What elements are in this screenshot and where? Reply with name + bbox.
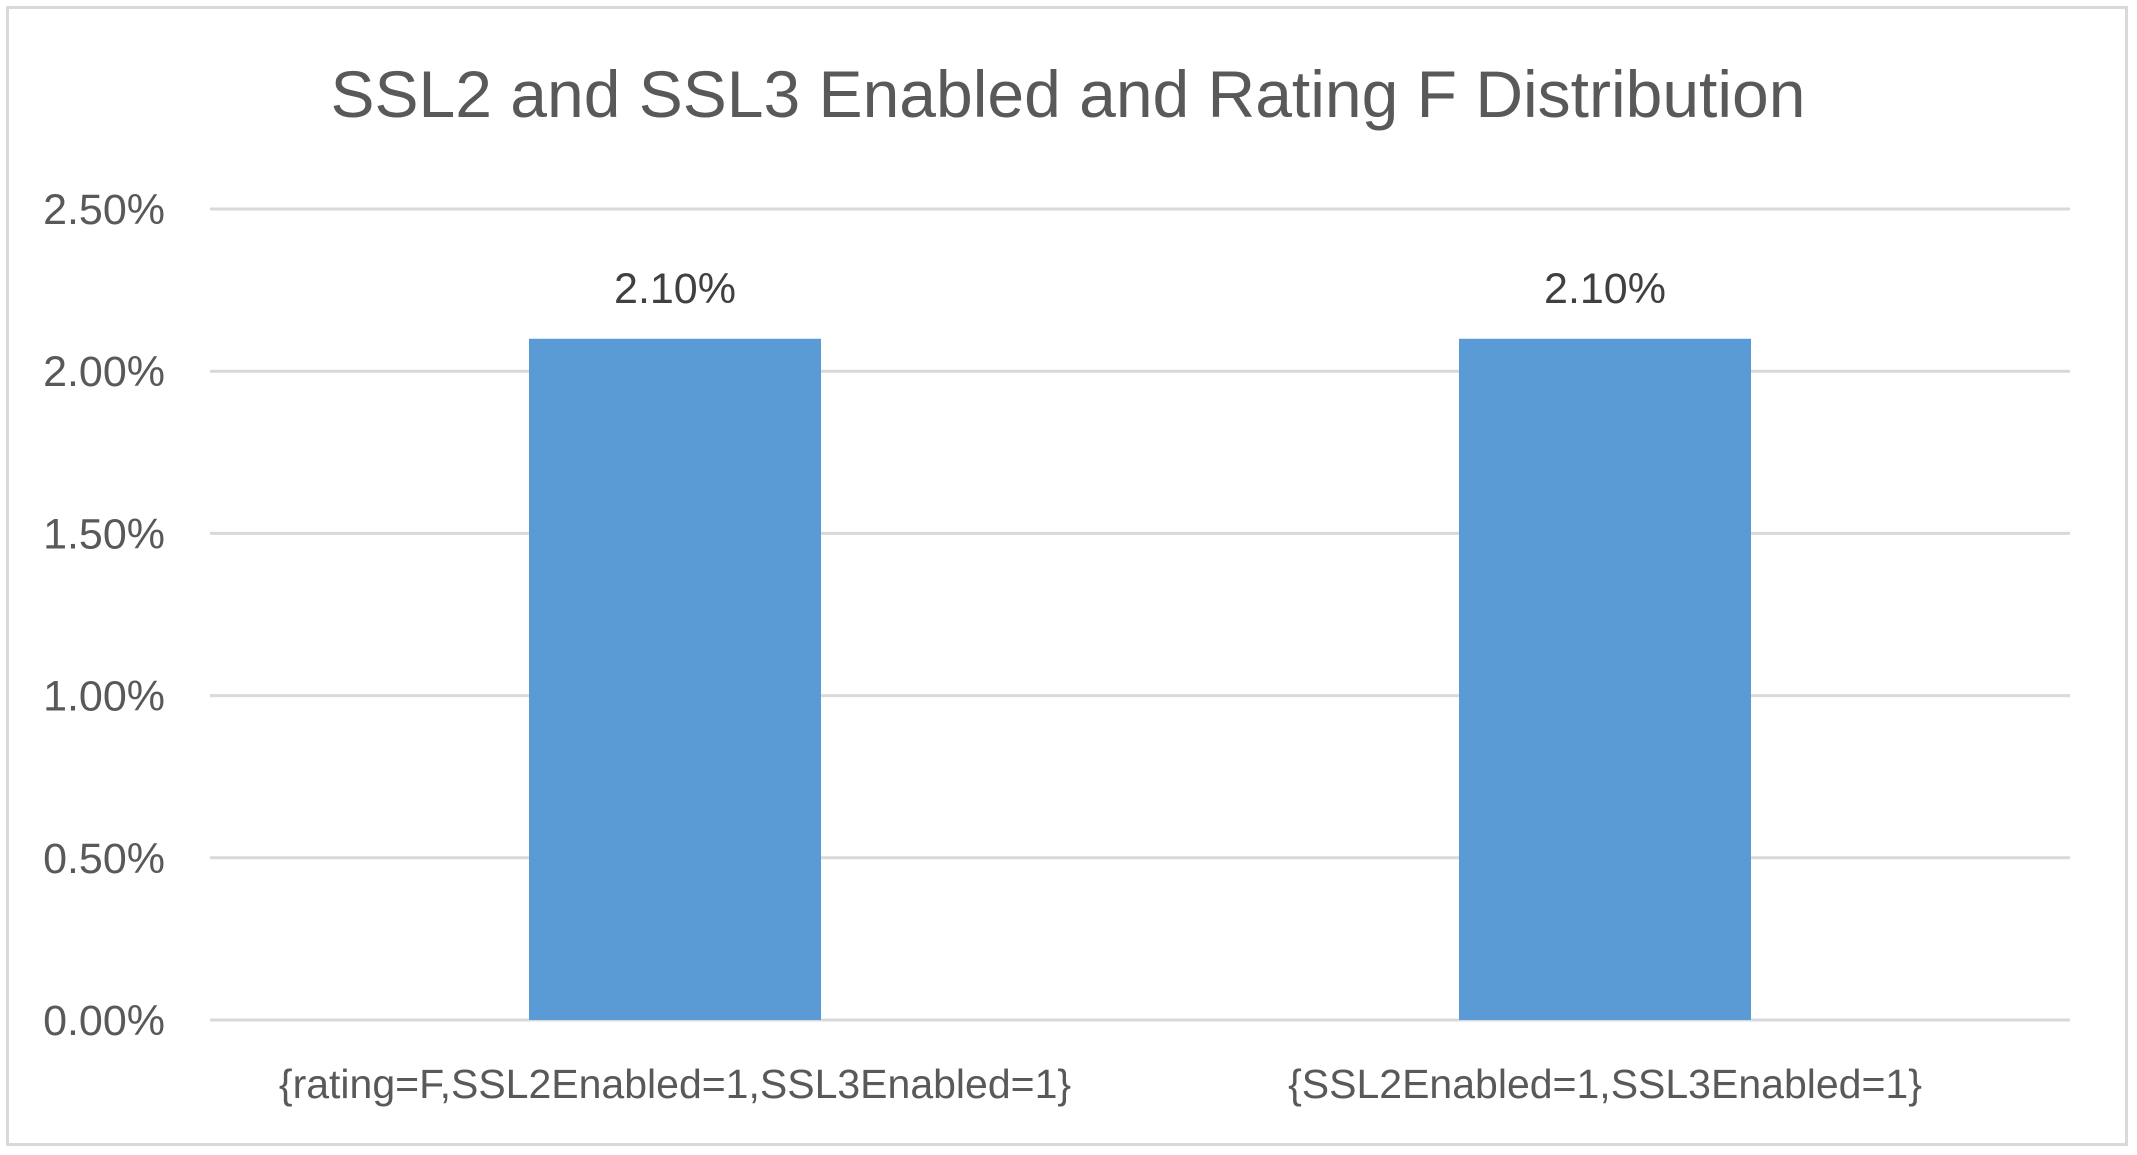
y-tick-label: 2.50%: [43, 186, 165, 234]
bar-data-label: 2.10%: [1544, 265, 1666, 313]
y-tick-label: 0.00%: [43, 997, 165, 1045]
chart-title: SSL2 and SSL3 Enabled and Rating F Distr…: [331, 57, 1806, 131]
data-labels: 2.10% 2.10%: [614, 265, 1666, 313]
x-category-label: {SSL2Enabled=1,SSL3Enabled=1}: [1288, 1061, 1922, 1107]
y-tick-label: 1.50%: [43, 510, 165, 558]
x-category-label: {rating=F,SSL2Enabled=1,SSL3Enabled=1}: [279, 1061, 1071, 1107]
y-axis-ticks: 0.00% 0.50% 1.00% 1.50% 2.00% 2.50%: [43, 186, 165, 1045]
y-tick-label: 2.00%: [43, 348, 165, 396]
gridlines: [210, 207, 2070, 1022]
chart-frame: [6, 6, 2128, 1146]
x-axis-categories: {rating=F,SSL2Enabled=1,SSL3Enabled=1} {S…: [279, 1061, 1922, 1107]
bars: [529, 338, 1751, 1020]
bar-data-label: 2.10%: [614, 265, 736, 313]
y-tick-label: 1.00%: [43, 673, 165, 721]
bar: [529, 338, 821, 1020]
bar: [1459, 338, 1751, 1020]
y-tick-label: 0.50%: [43, 835, 165, 883]
